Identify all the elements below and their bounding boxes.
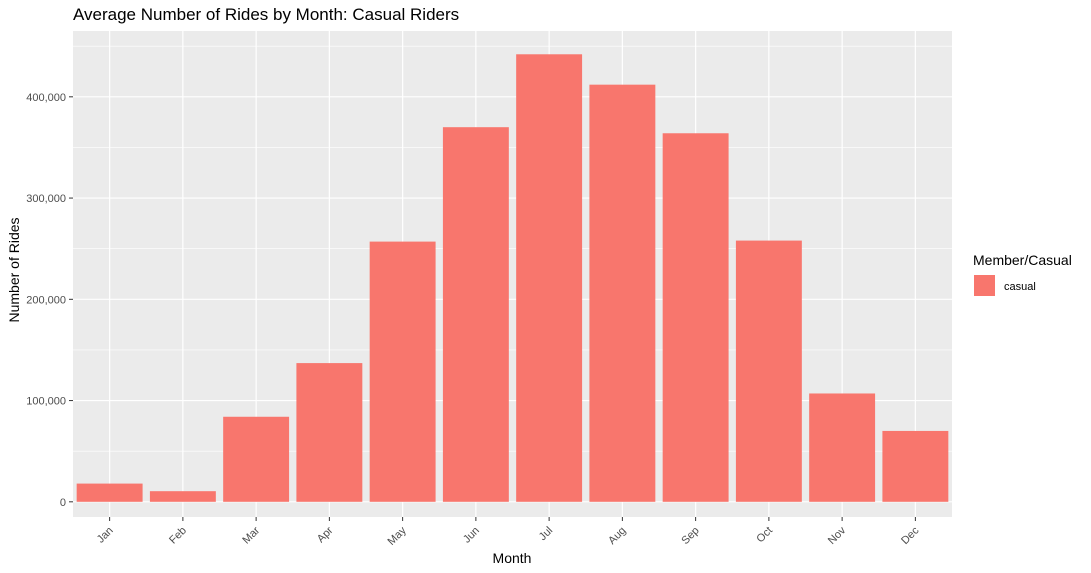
x-tick-label: Aug (606, 525, 628, 547)
x-tick-label: Mar (240, 524, 262, 546)
bar-may (369, 241, 436, 502)
x-axis-title: Month (493, 550, 532, 566)
x-tick-label: Jun (461, 525, 482, 546)
y-tick-label: 0 (60, 497, 66, 509)
x-tick-label: Sep (679, 525, 701, 547)
y-axis-title: Number of Rides (6, 217, 22, 322)
y-tick-label: 400,000 (26, 92, 66, 104)
bar-jan (76, 483, 143, 502)
legend: Member/Casual casual (973, 252, 1072, 296)
y-axis: 0 100,000 200,000 300,000 400,000 (26, 92, 73, 509)
bar-feb (149, 491, 216, 502)
y-tick-label: 200,000 (26, 294, 66, 306)
y-tick-label: 300,000 (26, 193, 66, 205)
x-tick-label: Jul (537, 525, 555, 543)
chart-title: Average Number of Rides by Month: Casual… (73, 5, 459, 24)
grid-minor (73, 45, 952, 452)
bars (76, 54, 949, 502)
legend-title: Member/Casual (973, 252, 1072, 268)
bar-sep (662, 133, 729, 502)
bar-nov (809, 393, 876, 502)
x-tick-label: Jan (95, 525, 116, 546)
x-tick-label: Dec (899, 524, 922, 547)
bar-aug (589, 84, 656, 502)
bar-jun (442, 127, 509, 502)
legend-label-casual: casual (1004, 281, 1036, 293)
bar-dec (882, 430, 949, 502)
plot-panel (73, 31, 952, 517)
bar-oct (735, 240, 802, 502)
y-tick-label: 100,000 (26, 396, 66, 408)
bar-jul (516, 54, 583, 502)
x-tick-label: Nov (826, 524, 849, 547)
bar-apr (296, 363, 363, 502)
legend-key-casual (974, 275, 995, 296)
x-tick-label: Apr (315, 524, 336, 545)
x-tick-label: Feb (167, 525, 189, 547)
x-axis: Jan Feb Mar Apr May Jun Jul Aug Sep Oct Nov Dec (95, 517, 922, 548)
x-tick-label: May (386, 524, 410, 548)
bar-mar (223, 416, 290, 502)
x-tick-label: Oct (754, 525, 775, 546)
